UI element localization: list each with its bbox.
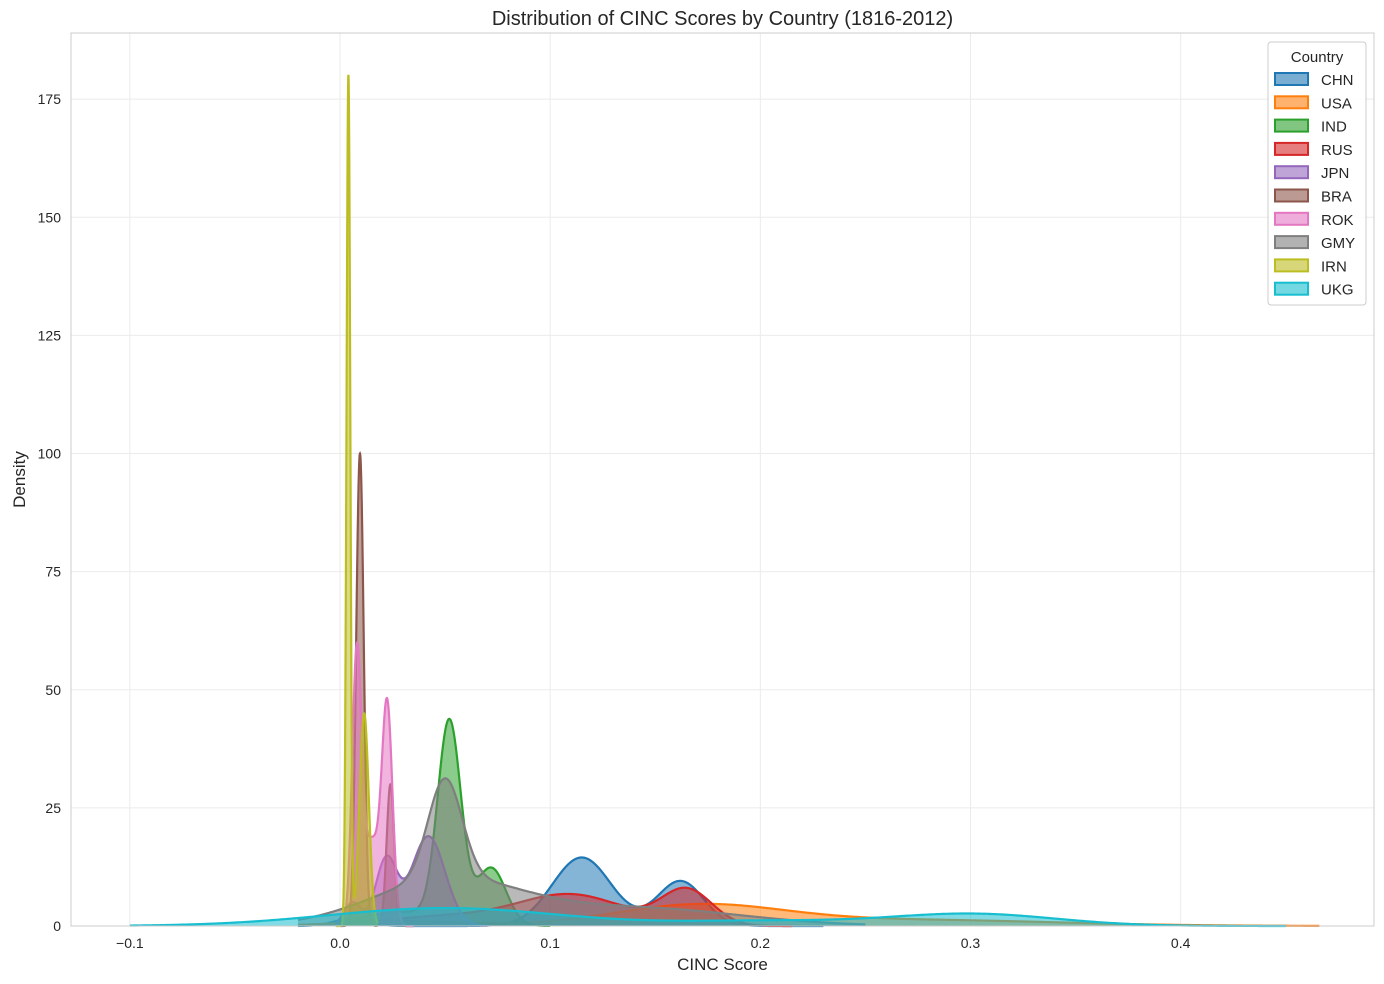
x-axis-label: CINC Score: [677, 955, 768, 974]
legend-label-ukg: UKG: [1321, 282, 1354, 299]
legend: Country CHN USA IND RUS JPN BRA ROK GMY IRN UKG: [1267, 41, 1367, 306]
legend-swatch-usa: [1274, 95, 1309, 110]
chart-title: Distribution of CINC Scores by Country (…: [492, 8, 953, 30]
x-tick-label: 0.0: [330, 935, 350, 951]
legend-swatch-chn: [1274, 72, 1309, 86]
legend-swatch-gmy: [1274, 235, 1309, 250]
y-tick-label: 125: [38, 327, 62, 343]
y-tick-label: 150: [38, 209, 62, 225]
legend-items: CHN USA IND RUS JPN BRA ROK GMY IRN UKG: [1274, 72, 1355, 299]
density-areas: [129, 74, 1320, 928]
y-tick-label: 0: [53, 918, 61, 934]
legend-swatch-ukg: [1274, 281, 1309, 296]
plot-frame: [70, 32, 1375, 927]
y-tick-label: 75: [45, 564, 61, 580]
legend-label-irn: IRN: [1321, 258, 1347, 275]
legend-label-usa: USA: [1321, 95, 1352, 112]
density-line-ukg: [129, 906, 1286, 928]
legend-label-gmy: GMY: [1321, 235, 1355, 252]
legend-swatch-jpn: [1274, 165, 1309, 180]
y-tick-labels: 0 25 50 75 100 125 150 175: [38, 91, 62, 934]
y-axis-label: Density: [10, 451, 29, 508]
x-tick-label: 0.1: [540, 935, 560, 951]
x-tick-label: 0.4: [1171, 935, 1191, 951]
density-line-gmy: [297, 777, 866, 926]
legend-label-jpn: JPN: [1321, 165, 1349, 182]
density-area-ukg: [129, 908, 1286, 926]
y-tick-label: 50: [45, 682, 61, 698]
legend-title: Country: [1291, 49, 1344, 66]
x-tick-label: 0.2: [751, 935, 771, 951]
legend-label-bra: BRA: [1321, 189, 1352, 206]
legend-swatch-rus: [1274, 141, 1309, 156]
legend-label-rus: RUS: [1321, 142, 1353, 159]
density-area-usa: [297, 903, 1320, 926]
x-tick-label: −0.1: [116, 935, 144, 951]
legend-label-chn: CHN: [1321, 72, 1354, 89]
legend-label-ind: IND: [1321, 119, 1347, 136]
legend-swatch-ind: [1274, 118, 1309, 133]
y-tick-label: 175: [38, 91, 62, 107]
x-tick-label: 0.3: [961, 935, 981, 951]
grid: [71, 33, 1374, 927]
legend-swatch-irn: [1274, 258, 1309, 273]
x-tick-labels: −0.1 0.0 0.1 0.2 0.3 0.4: [116, 935, 1191, 951]
y-tick-label: 25: [45, 800, 61, 816]
density-area-gmy: [297, 778, 866, 926]
legend-label-rok: ROK: [1321, 212, 1354, 229]
y-tick-label: 100: [38, 446, 62, 462]
legend-swatch-bra: [1274, 188, 1309, 203]
legend-swatch-rok: [1274, 211, 1309, 226]
